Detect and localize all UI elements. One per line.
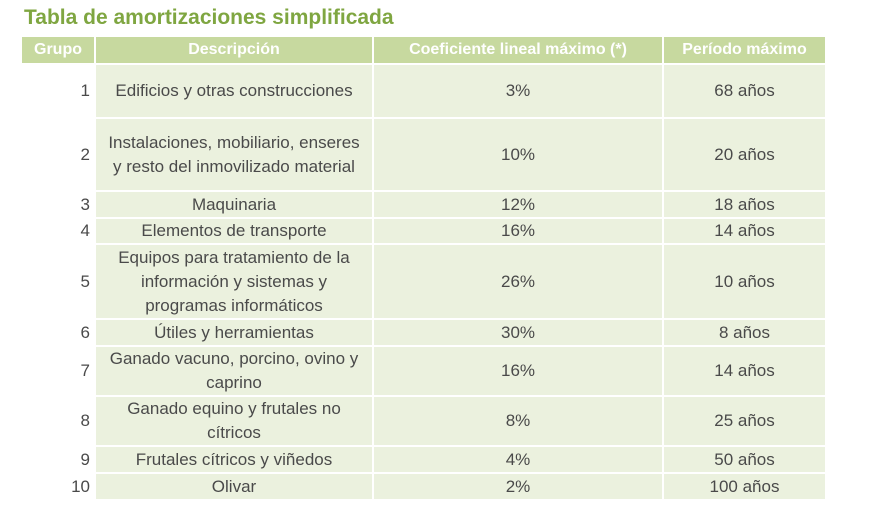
table-cell: Olivar [95, 472, 374, 499]
table-cell: Frutales cítricos y viñedos [95, 445, 374, 473]
column-header: Descripción [95, 37, 374, 64]
column-header: Grupo [22, 37, 96, 64]
table-body: 1 Edificios y otras construcciones 3% 68 añ… [22, 63, 827, 499]
table-cell: 10 años [663, 243, 827, 319]
table-cell: 8 años [663, 318, 827, 346]
table-cell: 4% [373, 445, 664, 473]
table-cell: 2 [22, 117, 96, 191]
table-cell: 16% [373, 217, 664, 244]
table-cell: 26% [373, 243, 664, 319]
table-cell: 8 [22, 395, 96, 446]
table-row: 8 Ganado equino y frutales no cítricos 8% 2… [22, 395, 827, 446]
table-cell: 6 [22, 318, 96, 346]
table-row: 7 Ganado vacuno, porcino, ovino y caprino… [22, 345, 827, 396]
table-cell: Equipos para tratamiento de la informaci… [95, 243, 374, 319]
column-header: Coeficiente lineal máximo (*) [373, 37, 664, 64]
table-row: 2 Instalaciones, mobiliario, enseres y re… [22, 117, 827, 191]
table-cell: 30% [373, 318, 664, 346]
table-cell: 25 años [663, 395, 827, 446]
table-cell: 3% [373, 63, 664, 118]
table-row: 3 Maquinaria 12% 18 años [22, 190, 827, 218]
table-cell: 12% [373, 190, 664, 218]
table-cell: 10 [22, 472, 96, 499]
table-cell: 3 [22, 190, 96, 218]
table-cell: 68 años [663, 63, 827, 118]
table-cell: 14 años [663, 217, 827, 244]
table-row: 10 Olivar 2% 100 años [22, 472, 827, 499]
table-cell: Maquinaria [95, 190, 374, 218]
table-row: 1 Edificios y otras construcciones 3% 68 añ… [22, 63, 827, 118]
table-cell: Edificios y otras construcciones [95, 63, 374, 118]
table-cell: 2% [373, 472, 664, 499]
table-cell: 10% [373, 117, 664, 191]
table-cell: 4 [22, 217, 96, 244]
table-row: 6 Útiles y herramientas 30% 8 años [22, 318, 827, 346]
table-cell: 50 años [663, 445, 827, 473]
table-cell: 14 años [663, 345, 827, 396]
title: Tabla de amortizaciones simplificada [24, 6, 394, 29]
table-cell: 20 años [663, 117, 827, 191]
table-cell: 18 años [663, 190, 827, 218]
table-cell: 16% [373, 345, 664, 396]
table-cell: Ganado vacuno, porcino, ovino y caprino [95, 345, 374, 396]
table-cell: Ganado equino y frutales no cítricos [95, 395, 374, 446]
table-cell: 7 [22, 345, 96, 396]
table-cell: 5 [22, 243, 96, 319]
amortization-table: Grupo Descripción Coeficiente lineal máxim… [22, 37, 827, 499]
table-cell: 8% [373, 395, 664, 446]
header-row: Grupo Descripción Coeficiente lineal máxim… [22, 37, 827, 64]
table-cell: 100 años [663, 472, 827, 499]
table-cell: 9 [22, 445, 96, 473]
table-cell: Útiles y herramientas [95, 318, 374, 346]
table-row: 4 Elementos de transporte 16% 14 años [22, 217, 827, 244]
table-cell: Elementos de transporte [95, 217, 374, 244]
table-cell: Instalaciones, mobiliario, enseres y res… [95, 117, 374, 191]
table-cell: 1 [22, 63, 96, 118]
column-header: Período máximo [663, 37, 827, 64]
table-row: 5 Equipos para tratamiento de la informac… [22, 243, 827, 319]
table-row: 9 Frutales cítricos y viñedos 4% 50 años [22, 445, 827, 473]
